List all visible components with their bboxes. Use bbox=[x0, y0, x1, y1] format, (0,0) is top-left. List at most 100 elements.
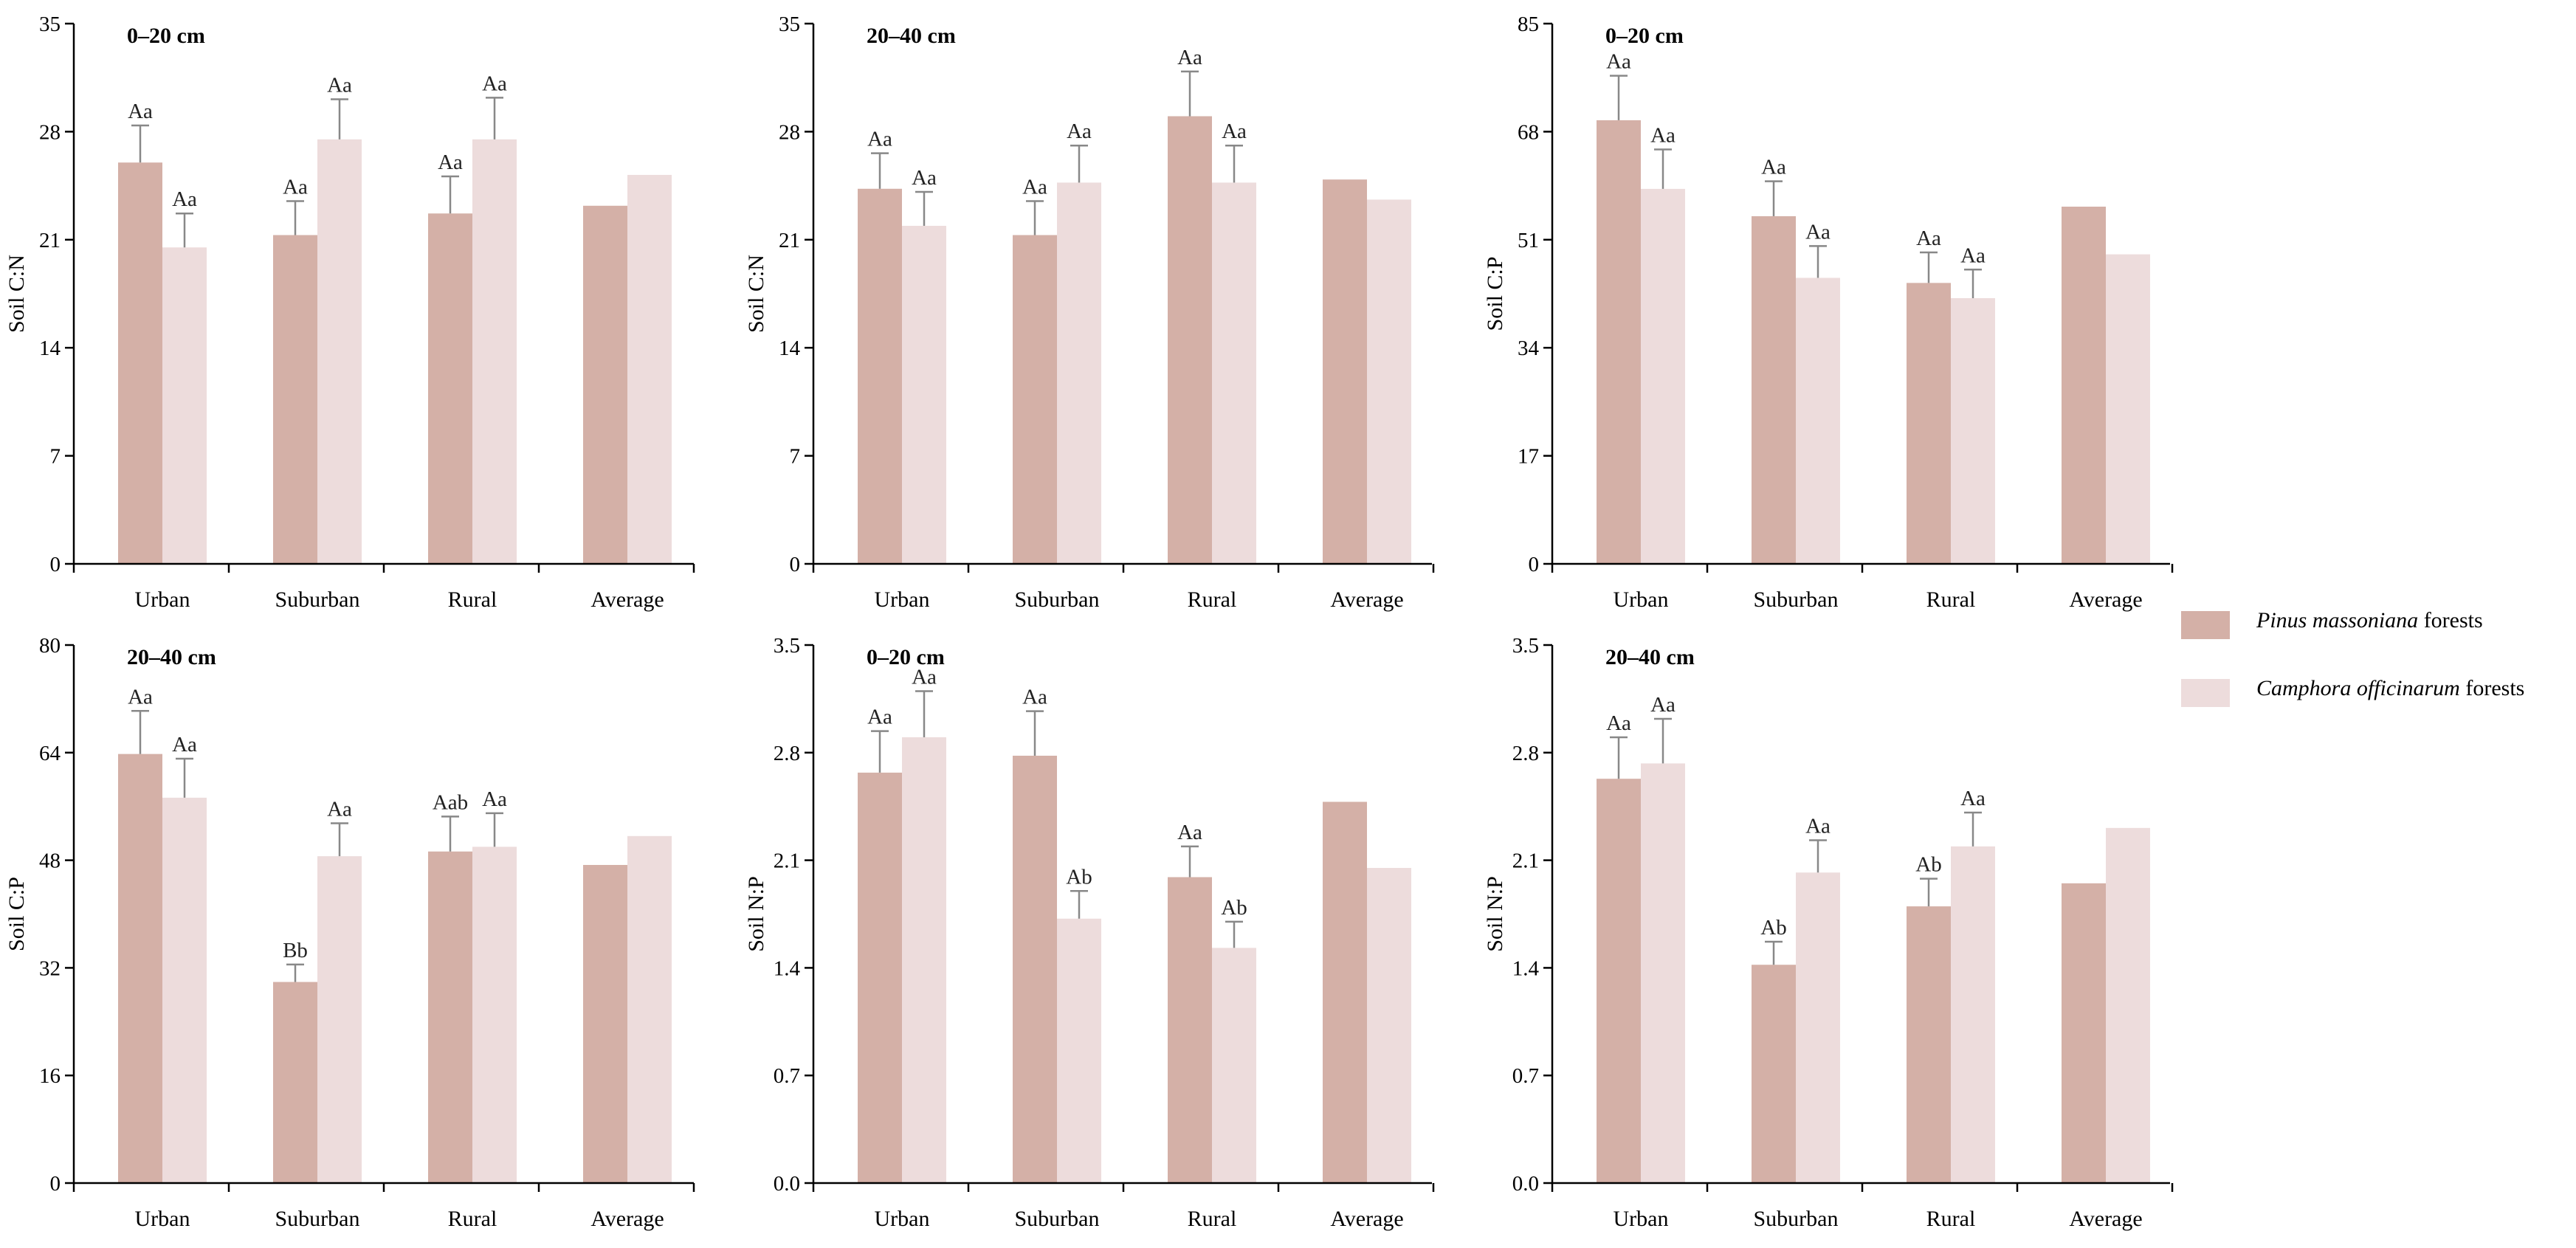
significance-label: Aa bbox=[482, 72, 507, 95]
x-tick-label: Suburban bbox=[1754, 587, 1839, 612]
y-tick-label: 7 bbox=[50, 445, 61, 469]
bar bbox=[428, 213, 472, 564]
x-tick-label: Average bbox=[2069, 1207, 2142, 1231]
x-tick-label: Suburban bbox=[275, 587, 360, 612]
chart-panel-5: Aa Aa Urban Aa Ab Suburban Aa Ab Rural Average 0.0… bbox=[744, 634, 1435, 1231]
y-tick-label: 0.0 bbox=[1512, 1172, 1539, 1196]
bar bbox=[1796, 872, 1840, 1183]
bar bbox=[1367, 868, 1411, 1183]
x-tick-label: Rural bbox=[448, 1207, 497, 1231]
x-tick-label: Suburban bbox=[1754, 1207, 1839, 1231]
significance-label: Aa bbox=[1177, 46, 1202, 69]
y-tick-label: 28 bbox=[779, 120, 800, 144]
y-tick-label: 35 bbox=[39, 13, 61, 36]
x-tick-label: Rural bbox=[1926, 587, 1976, 612]
significance-label: Aa bbox=[327, 73, 352, 97]
bar bbox=[472, 847, 517, 1183]
chart-panel-2: Aa Aa Urban Aa Aa Suburban Aa Aa Rural Average 0 7 1… bbox=[744, 13, 1435, 612]
chart-panel-1: Aa Aa Urban Aa Aa Suburban Aa Aa Rural Average 0 7 1… bbox=[4, 13, 695, 612]
significance-label: Aa bbox=[1022, 686, 1047, 709]
bar bbox=[1597, 779, 1641, 1183]
significance-label: Aa bbox=[1222, 120, 1247, 143]
bar bbox=[317, 139, 362, 564]
y-tick-label: 48 bbox=[39, 849, 61, 873]
x-tick-label: Urban bbox=[1614, 587, 1669, 612]
y-tick-label: 0.7 bbox=[774, 1064, 800, 1088]
significance-label: Ab bbox=[1066, 865, 1092, 889]
bar bbox=[118, 162, 162, 564]
y-tick-label: 14 bbox=[779, 337, 801, 360]
y-tick-label: 0 bbox=[790, 553, 801, 576]
y-tick-label: 64 bbox=[39, 742, 61, 765]
significance-label: Aa bbox=[172, 187, 197, 211]
y-tick-label: 21 bbox=[779, 229, 800, 252]
bar bbox=[1951, 298, 1995, 564]
y-axis-label: Soil C:P bbox=[4, 877, 29, 951]
bar bbox=[162, 797, 207, 1183]
significance-label: Aa bbox=[1916, 227, 1941, 250]
bar bbox=[1323, 801, 1367, 1183]
x-tick-label: Urban bbox=[135, 1207, 190, 1231]
y-axis-label: Soil C:N bbox=[4, 255, 29, 333]
bar bbox=[428, 851, 472, 1183]
x-tick-label: Urban bbox=[875, 1207, 930, 1231]
bar bbox=[858, 772, 902, 1183]
bar bbox=[1323, 179, 1367, 565]
bar bbox=[627, 174, 672, 564]
bar bbox=[2106, 254, 2150, 564]
y-tick-label: 2.1 bbox=[1512, 849, 1539, 873]
y-tick-label: 1.4 bbox=[1512, 956, 1540, 980]
bar bbox=[1752, 216, 1796, 564]
x-tick-label: Average bbox=[590, 587, 664, 612]
bar bbox=[858, 188, 902, 565]
bar bbox=[472, 139, 517, 564]
panel-title: 0–20 cm bbox=[1605, 24, 1684, 48]
bar bbox=[627, 835, 672, 1183]
x-tick-label: Rural bbox=[448, 587, 497, 612]
y-tick-label: 0.0 bbox=[774, 1172, 800, 1196]
bar bbox=[162, 247, 207, 564]
x-tick-label: Rural bbox=[1926, 1207, 1976, 1231]
bar bbox=[2062, 883, 2106, 1183]
significance-label: Aa bbox=[867, 128, 892, 151]
significance-label: Aa bbox=[128, 100, 153, 123]
panel-title: 0–20 cm bbox=[127, 24, 205, 48]
significance-label: Bb bbox=[283, 939, 308, 962]
x-tick-label: Average bbox=[1330, 587, 1403, 612]
y-tick-label: 17 bbox=[1518, 445, 1539, 469]
x-tick-label: Average bbox=[2069, 587, 2142, 612]
significance-label: Aa bbox=[912, 166, 937, 190]
x-tick-label: Suburban bbox=[1015, 1207, 1100, 1231]
bar bbox=[1212, 948, 1256, 1183]
bar bbox=[317, 856, 362, 1183]
bar bbox=[1951, 846, 1995, 1183]
bar bbox=[1168, 116, 1212, 564]
y-tick-label: 28 bbox=[39, 120, 61, 144]
x-tick-label: Rural bbox=[1188, 587, 1237, 612]
significance-label: Aa bbox=[1650, 124, 1676, 148]
x-tick-label: Average bbox=[1330, 1207, 1403, 1231]
bar bbox=[1367, 199, 1411, 564]
bar bbox=[1907, 283, 1951, 564]
significance-label: Aa bbox=[482, 787, 507, 811]
y-tick-label: 3.5 bbox=[774, 634, 800, 658]
bar bbox=[583, 864, 627, 1183]
y-axis-label: Soil C:P bbox=[1483, 257, 1507, 331]
significance-label: Aa bbox=[867, 706, 892, 729]
y-tick-label: 21 bbox=[39, 229, 61, 252]
bar bbox=[273, 982, 317, 1183]
y-tick-label: 34 bbox=[1518, 337, 1540, 360]
y-tick-label: 68 bbox=[1518, 120, 1539, 144]
legend-item-pinus: Pinus massoniana forests bbox=[2181, 607, 2572, 648]
bar bbox=[583, 205, 627, 564]
y-tick-label: 2.8 bbox=[1512, 742, 1539, 765]
x-tick-label: Urban bbox=[135, 587, 190, 612]
legend-label-camphora: Camphora officinarum forests bbox=[2256, 676, 2525, 700]
bar bbox=[2106, 827, 2150, 1183]
x-tick-label: Urban bbox=[875, 587, 930, 612]
x-tick-label: Suburban bbox=[275, 1207, 360, 1231]
significance-label: Aa bbox=[1761, 156, 1786, 179]
y-tick-label: 80 bbox=[39, 634, 61, 658]
bar bbox=[902, 225, 946, 564]
